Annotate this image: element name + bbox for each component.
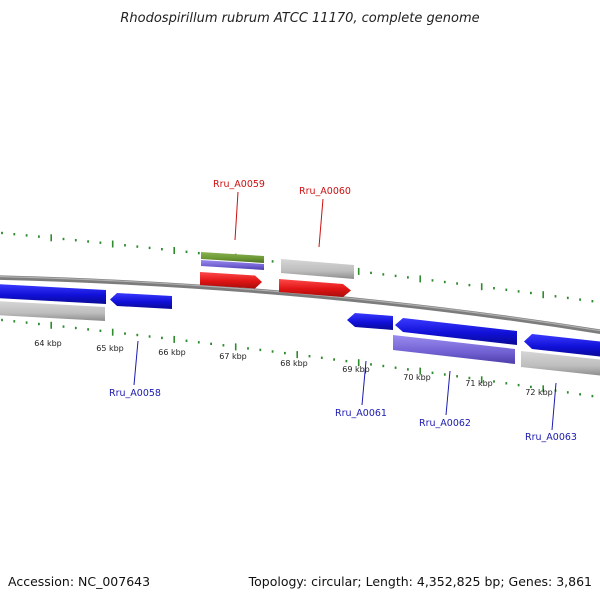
scale-label: 70 kbp — [403, 373, 431, 382]
feature-track-minus — [0, 284, 600, 376]
accession-text: Accession: NC_007643 — [8, 574, 150, 589]
gene-label-Rru_A0063[interactable]: Rru_A0063 — [525, 432, 577, 443]
leader-line-Rru_A0061 — [361, 360, 367, 406]
scale-label: 66 kbp — [158, 348, 186, 357]
scale-label: 69 kbp — [342, 365, 370, 374]
scale-label: 64 kbp — [34, 339, 62, 348]
genome-backbone — [0, 275, 600, 334]
map-title: Rhodospirillum rubrum ATCC 11170, comple… — [120, 11, 479, 26]
gray-feature-left-offscreen — [0, 301, 105, 321]
purple-feature-A0062 — [393, 335, 515, 364]
gene-arrow-Rru_A0058[interactable] — [110, 293, 172, 309]
leader-line-Rru_A0060 — [318, 198, 324, 248]
gene-labels: Rru_A0059 Rru_A0060 Rru_A0058 Rru_A0061 … — [109, 179, 577, 443]
gray-feature-A0063 — [521, 351, 600, 376]
feature-track-plus — [200, 252, 354, 297]
gene-label-Rru_A0062[interactable]: Rru_A0062 — [419, 418, 471, 429]
gene-label-Rru_A0059[interactable]: Rru_A0059 — [213, 179, 265, 190]
scale-label: 67 kbp — [219, 352, 247, 361]
green-feature-A0059 — [201, 252, 264, 263]
gene-label-Rru_A0061[interactable]: Rru_A0061 — [335, 408, 387, 419]
gene-arrow-Rru_A0060[interactable] — [279, 279, 351, 297]
scale-label: 68 kbp — [280, 359, 308, 368]
leader-line-Rru_A0063 — [551, 382, 557, 431]
gene-label-Rru_A0060[interactable]: Rru_A0060 — [299, 186, 351, 197]
topology-summary: Topology: circular; Length: 4,352,825 bp… — [248, 574, 592, 589]
gray-feature-A0060 — [281, 259, 354, 279]
leader-line-Rru_A0062 — [445, 370, 451, 416]
gene-arrow-left-offscreen — [0, 284, 106, 304]
scale-label: 72 kbp — [525, 388, 553, 397]
gene-arrow-Rru_A0059[interactable] — [200, 272, 262, 289]
gene-label-Rru_A0058[interactable]: Rru_A0058 — [109, 388, 161, 399]
scale-label: 65 kbp — [96, 344, 124, 353]
kbp-scale: 64 kbp 65 kbp 66 kbp 67 kbp 68 kbp 69 kb… — [34, 339, 553, 397]
leader-line-Rru_A0059 — [234, 191, 239, 241]
gene-arrow-Rru_A0062[interactable] — [395, 318, 517, 345]
scale-label: 71 kbp — [465, 379, 493, 388]
leader-line-Rru_A0058 — [133, 340, 139, 386]
purple-feature-A0059 — [201, 260, 264, 270]
gene-leader-lines — [133, 191, 557, 431]
gene-arrow-Rru_A0063[interactable] — [524, 334, 600, 357]
gene-arrow-Rru_A0061[interactable] — [347, 313, 393, 330]
